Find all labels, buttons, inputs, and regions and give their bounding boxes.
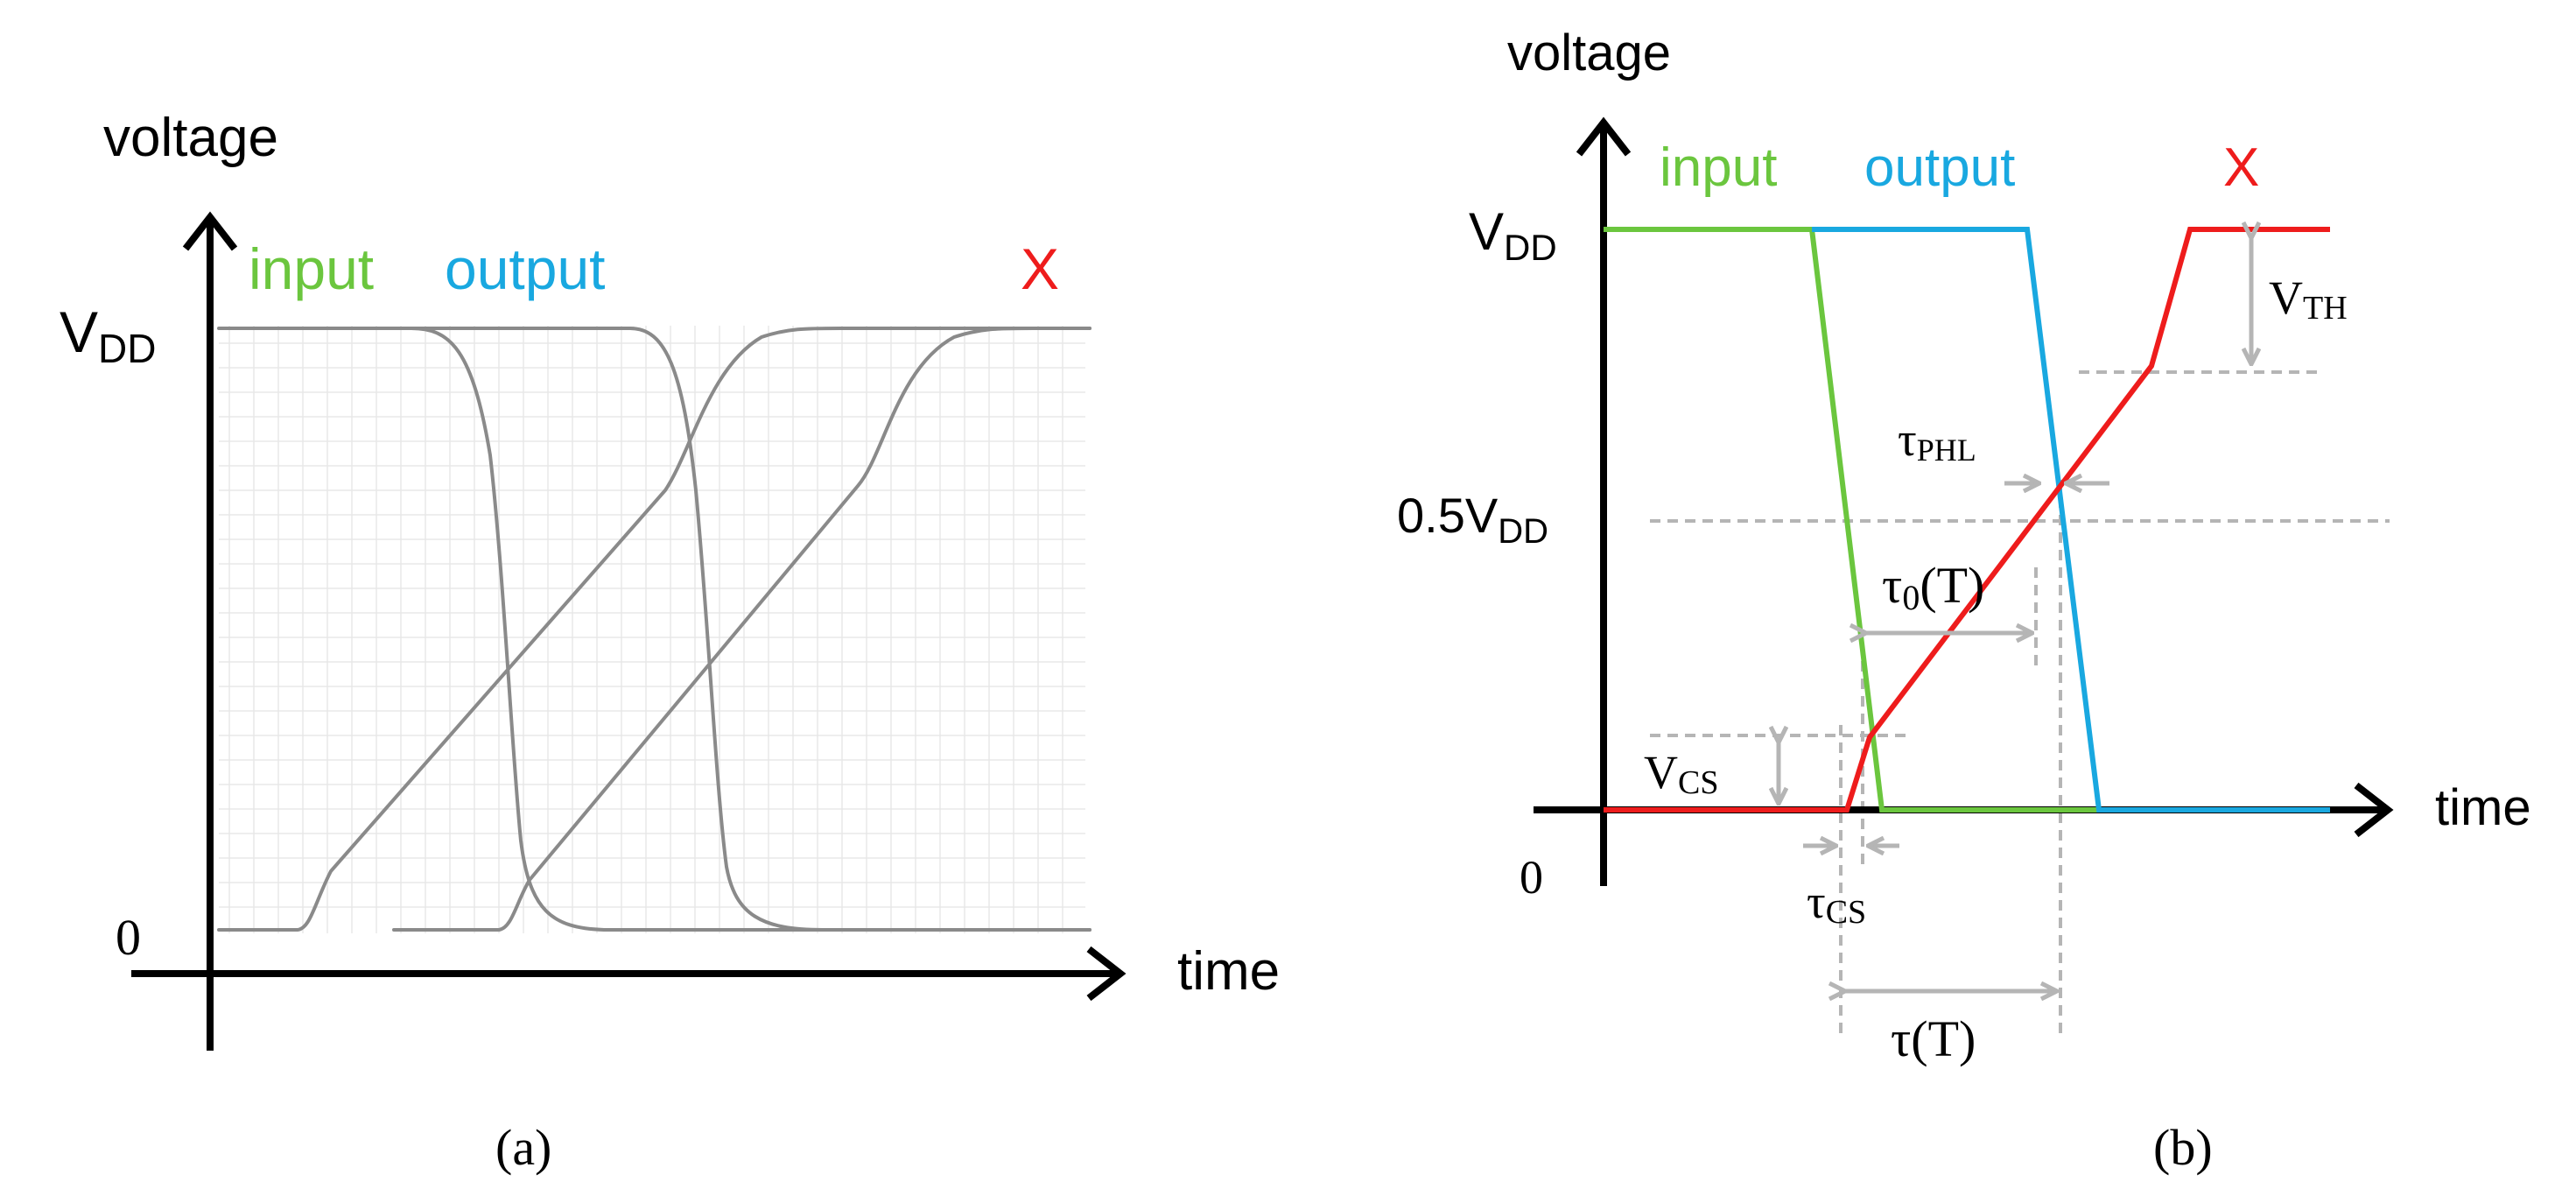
label-tphl: τPHL	[1898, 413, 1976, 468]
panel-a-grid	[219, 326, 1085, 933]
panel-b-input-line	[1604, 227, 2101, 813]
panel-a-output-waveform	[392, 327, 1091, 932]
panel-a-y-axis-label: voltage	[103, 108, 278, 168]
panel-a-legend-output: output	[445, 236, 606, 301]
panel-b-vdd-label: VDD	[1469, 202, 1557, 268]
panel-a-legend-x: X	[1021, 236, 1059, 301]
label-t0: τ0(T)	[1882, 557, 1984, 617]
panel-b-output-line	[1812, 227, 2330, 813]
panel-b-y-axis-label: voltage	[1507, 25, 1671, 81]
panel-a-vdd-label: VDD	[60, 299, 156, 371]
panel-a-x-waveform-1	[217, 327, 1091, 932]
label-vcs: VCS	[1644, 746, 1718, 801]
label-tau: τ(T)	[1891, 1010, 1976, 1067]
panel-b-half-vdd-label: 0.5VDD	[1397, 488, 1548, 551]
panel-b-x-axis-label: time	[2435, 779, 2531, 836]
panel-b-measure-arrows	[1779, 238, 2251, 991]
panel-a-caption: (a)	[495, 1119, 551, 1176]
panel-b-y-axis-arrowhead	[1576, 116, 1632, 157]
panel-b-x-axis-arrowhead	[2354, 782, 2394, 838]
panel-b-x-line	[1604, 227, 2330, 813]
panel-a-y-axis-arrowhead	[182, 211, 238, 251]
panel-b-guides	[1650, 370, 2390, 1033]
panel-a-x-axis-label: time	[1177, 941, 1280, 1002]
panel-b-zero-label: 0	[1520, 851, 1543, 904]
label-tcs: τCS	[1807, 876, 1866, 931]
label-vth: VTH	[2269, 271, 2348, 327]
panel-b-legend-input: input	[1660, 137, 1777, 198]
panel-b: voltage time VDD 0.5VDD 0 input output X…	[1397, 25, 2531, 1176]
panel-a-input-waveform	[217, 327, 1091, 932]
panel-b-legend-output: output	[1864, 137, 2015, 198]
panel-a-waveforms	[217, 327, 1091, 932]
panel-a-x-waveform-2	[392, 327, 1091, 932]
panel-a: voltage time VDD 0 input output X (a)	[60, 108, 1280, 1176]
panel-a-legend-input: input	[249, 236, 374, 301]
panel-a-zero-label: 0	[116, 909, 141, 966]
panel-b-legend-x: X	[2223, 137, 2259, 198]
panel-a-x-axis-arrowhead	[1086, 946, 1127, 1002]
panel-b-caption: (b)	[2153, 1119, 2213, 1176]
